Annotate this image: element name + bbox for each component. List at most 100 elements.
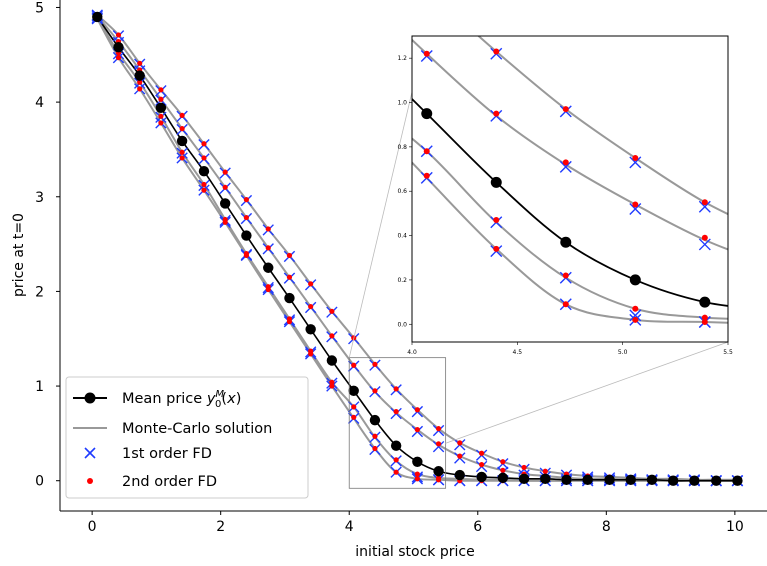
fd2-point bbox=[562, 272, 569, 279]
mean-point bbox=[518, 473, 530, 485]
zoom-connector bbox=[348, 91, 413, 358]
legend-mean-label: Mean price yM 0(x) bbox=[122, 389, 241, 410]
legend-fd1-marker bbox=[84, 447, 96, 459]
fd1-point bbox=[432, 440, 445, 453]
fd2-point bbox=[414, 476, 420, 482]
inset-x-tick-label: 4.0 bbox=[407, 349, 417, 356]
y-tick-label: 3 bbox=[35, 190, 44, 206]
fd2-point bbox=[137, 60, 143, 66]
legend-fd1-label: 1st order FD bbox=[122, 446, 212, 462]
fd2-point bbox=[329, 308, 335, 314]
inset-x-tick-label: 4.5 bbox=[513, 349, 523, 356]
fd2-point bbox=[222, 219, 228, 225]
mean-point bbox=[540, 473, 551, 485]
mean-point bbox=[646, 474, 658, 485]
fd1-point bbox=[629, 156, 642, 169]
mean-point bbox=[348, 385, 359, 396]
mean-point bbox=[219, 198, 231, 209]
fd2-point bbox=[286, 319, 293, 325]
fd2-point bbox=[265, 226, 271, 232]
mean-point bbox=[490, 176, 502, 188]
legend: Mean price yM 0(x) Monte-Carlo solution 1… bbox=[65, 376, 309, 499]
fd2-point bbox=[701, 199, 708, 206]
mean-point bbox=[176, 135, 188, 147]
fd2-point bbox=[115, 32, 122, 38]
fd2-point bbox=[222, 169, 228, 175]
y-tick-label: 2 bbox=[35, 284, 44, 300]
fd2-point bbox=[479, 462, 485, 468]
inset-x-tick-label: 5.5 bbox=[723, 349, 733, 356]
mean-point bbox=[732, 475, 743, 486]
inset-y-tick-label: 0.2 bbox=[397, 277, 407, 284]
mean-point bbox=[433, 466, 444, 477]
fd1-stroke bbox=[629, 309, 642, 322]
fd2-point bbox=[329, 379, 335, 385]
fd2-point bbox=[179, 149, 185, 155]
zoom-indicator bbox=[348, 91, 729, 489]
mean-point bbox=[241, 230, 252, 241]
mean-point bbox=[582, 474, 593, 485]
mean-point bbox=[711, 475, 722, 486]
fd2-point bbox=[351, 362, 357, 368]
fd2-point bbox=[222, 184, 228, 190]
mean-point bbox=[92, 11, 103, 23]
fd1-point bbox=[698, 200, 711, 213]
fd2-point bbox=[351, 414, 357, 420]
fd2-point bbox=[351, 404, 357, 410]
legend-fd2-marker bbox=[87, 478, 93, 484]
fd2-point bbox=[308, 281, 314, 287]
fd2-point bbox=[393, 457, 399, 463]
legend-frame bbox=[65, 376, 309, 499]
fd1-point bbox=[559, 160, 572, 173]
mean-point bbox=[113, 42, 124, 53]
fd2-point bbox=[329, 383, 335, 389]
fd1-stroke bbox=[629, 202, 642, 215]
mean-point bbox=[284, 292, 295, 304]
fd2-point bbox=[457, 453, 463, 459]
zoom-region-rect bbox=[348, 357, 447, 489]
fd2-point bbox=[179, 155, 185, 161]
fd2-point bbox=[265, 245, 271, 251]
fd2-point bbox=[158, 96, 164, 102]
legend-fd2-label: 2nd order FD bbox=[122, 474, 217, 490]
fd2-point bbox=[201, 155, 207, 161]
fd2-point bbox=[562, 301, 569, 308]
fd2-point bbox=[701, 234, 708, 241]
fd2-point bbox=[329, 333, 335, 339]
mean-point bbox=[369, 414, 381, 426]
inset-y-tick-label: 0.0 bbox=[397, 321, 407, 328]
mean-point bbox=[155, 102, 167, 113]
fd2-point bbox=[632, 154, 639, 161]
fd2-point bbox=[179, 126, 185, 132]
mean-point bbox=[497, 472, 509, 484]
fd2-point bbox=[115, 55, 122, 61]
mean-point bbox=[476, 471, 487, 483]
x-tick-label: 10 bbox=[726, 519, 744, 535]
fd2-point bbox=[414, 471, 420, 477]
fd2-point bbox=[308, 303, 314, 310]
fd2-point bbox=[414, 427, 420, 433]
fd2-point bbox=[393, 469, 399, 475]
mean-point bbox=[390, 440, 402, 451]
fd2-point bbox=[521, 464, 527, 471]
mean-point bbox=[454, 469, 465, 481]
fd1-point bbox=[629, 309, 642, 322]
fd1-stroke bbox=[629, 156, 642, 169]
fd2-point bbox=[158, 87, 164, 93]
fd1-point bbox=[629, 202, 642, 215]
fd2-point bbox=[423, 172, 430, 179]
legend-mc-label: Monte-Carlo solution bbox=[122, 421, 272, 437]
fd2-point bbox=[179, 112, 185, 118]
x-tick-label: 0 bbox=[88, 519, 97, 535]
fd2-point bbox=[457, 440, 463, 446]
fd2-point bbox=[393, 386, 399, 392]
fd1-stroke bbox=[698, 238, 711, 251]
fd2-point bbox=[562, 106, 569, 113]
fd2-point bbox=[542, 468, 548, 474]
fd2-point bbox=[201, 187, 207, 193]
fd2-point bbox=[286, 274, 293, 280]
fd2-point bbox=[632, 305, 639, 312]
fd2-point bbox=[493, 110, 500, 117]
y-tick-label: 1 bbox=[35, 379, 44, 395]
zoom-connector bbox=[445, 341, 729, 444]
